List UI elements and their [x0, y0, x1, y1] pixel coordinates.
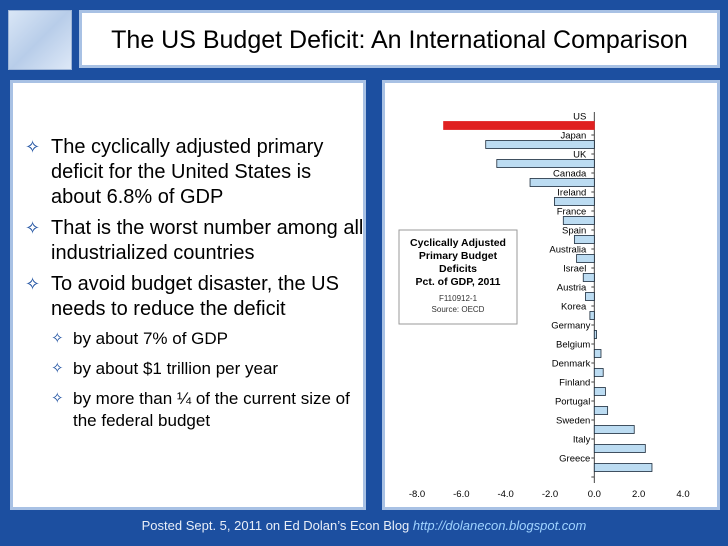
bar-ireland: [554, 197, 595, 206]
bar-australia: [576, 254, 595, 263]
bullet-star-icon: ✧: [51, 330, 64, 347]
category-label-sweden: Sweden: [556, 416, 590, 427]
category-label-japan: Japan: [560, 131, 586, 142]
x-tick-label: -6.0: [453, 489, 469, 500]
category-label-italy: Italy: [573, 435, 591, 446]
legend-title-line: Cyclically Adjusted: [410, 237, 506, 249]
bullet-text: by more than ¼ of the current size of th…: [73, 389, 350, 430]
bullet-item: ✧ That is the worst number among all indu…: [25, 216, 365, 266]
legend-title-line: Pct. of GDP, 2011: [415, 276, 500, 288]
blog-logo: [8, 10, 72, 70]
category-label-israel: Israel: [563, 264, 586, 275]
bar-belgium: [593, 349, 602, 358]
bullet-text: by about 7% of GDP: [73, 329, 228, 348]
legend-title-line: Primary Budget: [419, 250, 498, 262]
category-label-greece: Greece: [559, 454, 590, 465]
bullet-panel: ✧ The cyclically adjusted primary deficit…: [10, 80, 366, 510]
bullet-star-icon: ✧: [25, 274, 41, 294]
category-label-korea: Korea: [561, 302, 587, 313]
bar-denmark: [593, 368, 604, 377]
category-label-france: France: [557, 207, 587, 218]
bullet-item: ✧ To avoid budget disaster, the US needs …: [25, 272, 365, 322]
bar-israel: [582, 273, 595, 282]
legend-note: Source: OECD: [432, 305, 485, 314]
page-title: The US Budget Deficit: An International …: [111, 26, 688, 54]
bar-korea: [589, 311, 595, 320]
bullet-item: ✧ by about $1 trillion per year: [25, 358, 365, 380]
bar-greece: [593, 463, 653, 472]
bullet-text: The cyclically adjusted primary deficit …: [51, 136, 324, 208]
category-label-us: US: [573, 112, 586, 123]
category-label-austria: Austria: [557, 283, 587, 294]
x-tick-label: -4.0: [497, 489, 513, 500]
category-label-spain: Spain: [562, 226, 586, 237]
bullet-text: by about $1 trillion per year: [73, 359, 279, 378]
title-bar: The US Budget Deficit: An International …: [79, 10, 720, 68]
bullet-text: That is the worst number among all indus…: [51, 217, 364, 264]
bar-us: [443, 121, 595, 130]
bullet-item: ✧ The cyclically adjusted primary deficit…: [25, 135, 365, 210]
category-label-belgium: Belgium: [556, 340, 590, 351]
bullet-star-icon: ✧: [51, 360, 64, 377]
bullet-star-icon: ✧: [25, 137, 41, 157]
category-label-finland: Finland: [559, 378, 590, 389]
bar-spain: [573, 235, 595, 244]
category-label-denmark: Denmark: [552, 359, 591, 370]
bullet-item: ✧ by about 7% of GDP: [25, 328, 365, 350]
category-label-germany: Germany: [551, 321, 590, 332]
bar-finland: [593, 387, 606, 396]
bar-canada: [529, 178, 595, 187]
bullet-text: To avoid budget disaster, the US needs t…: [51, 273, 339, 320]
bar-portugal: [593, 406, 609, 415]
x-tick-label: 2.0: [632, 489, 645, 500]
bullet-star-icon: ✧: [25, 218, 41, 238]
blog-link[interactable]: http://dolanecon.blogspot.com: [412, 518, 587, 533]
footer: Posted Sept. 5, 2011 on Ed Dolan’s Econ …: [0, 518, 728, 533]
deficit-chart: US Japan UK Canada Ireland France Spain Austral…: [398, 112, 690, 500]
x-tick-label: 4.0: [676, 489, 689, 500]
legend-box: [398, 229, 518, 325]
bullet-list: ✧ The cyclically adjusted primary deficit…: [25, 135, 365, 440]
category-label-uk: UK: [573, 150, 587, 161]
legend-title-line: Deficits: [439, 263, 477, 275]
footer-text: Posted Sept. 5, 2011 on Ed Dolan’s Econ …: [141, 518, 410, 533]
legend-note: F110912-1: [439, 294, 478, 303]
bar-japan: [485, 140, 595, 149]
x-tick-label: 0.0: [588, 489, 601, 500]
bar-italy: [593, 444, 646, 453]
bar-austria: [585, 292, 595, 301]
bar-sweden: [593, 425, 635, 434]
bar-germany: [593, 330, 597, 339]
bullet-item: ✧ by more than ¼ of the current size of t…: [25, 388, 365, 432]
category-label-australia: Australia: [549, 245, 587, 256]
category-label-portugal: Portugal: [555, 397, 590, 408]
category-label-ireland: Ireland: [557, 188, 586, 199]
bullet-star-icon: ✧: [51, 390, 64, 407]
x-tick-label: -8.0: [409, 489, 425, 500]
bar-france: [562, 216, 595, 225]
bar-uk: [496, 159, 595, 168]
category-label-canada: Canada: [553, 169, 587, 180]
x-tick-label: -2.0: [542, 489, 558, 500]
